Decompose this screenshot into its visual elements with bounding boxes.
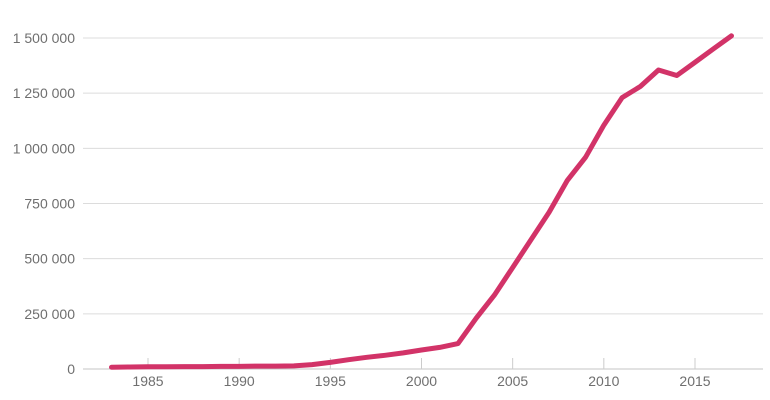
y-axis-label: 500 000: [24, 251, 75, 267]
y-axis-label: 250 000: [24, 306, 75, 322]
y-axis-label: 0: [67, 361, 75, 377]
x-axis-label: 2010: [588, 373, 619, 389]
x-axis-label: 1990: [224, 373, 255, 389]
y-axis-label: 1 500 000: [13, 30, 75, 46]
y-axis-label: 750 000: [24, 196, 75, 212]
x-axis-label: 2000: [406, 373, 437, 389]
x-axis-label: 2005: [497, 373, 528, 389]
y-axis-label: 1 250 000: [13, 85, 75, 101]
x-axis-label: 1985: [132, 373, 163, 389]
series-line: [109, 33, 734, 370]
y-axis-label: 1 000 000: [13, 140, 75, 156]
x-axis-label: 2015: [679, 373, 710, 389]
x-axis-label: 1995: [315, 373, 346, 389]
